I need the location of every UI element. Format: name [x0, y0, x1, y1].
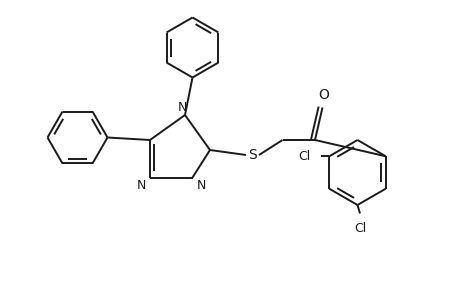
Text: O: O: [317, 88, 328, 101]
Text: Cl: Cl: [297, 150, 310, 163]
Text: N: N: [196, 179, 206, 192]
Text: N: N: [136, 179, 146, 192]
Text: S: S: [247, 148, 256, 162]
Text: N: N: [178, 100, 187, 113]
Text: Cl: Cl: [353, 223, 365, 236]
